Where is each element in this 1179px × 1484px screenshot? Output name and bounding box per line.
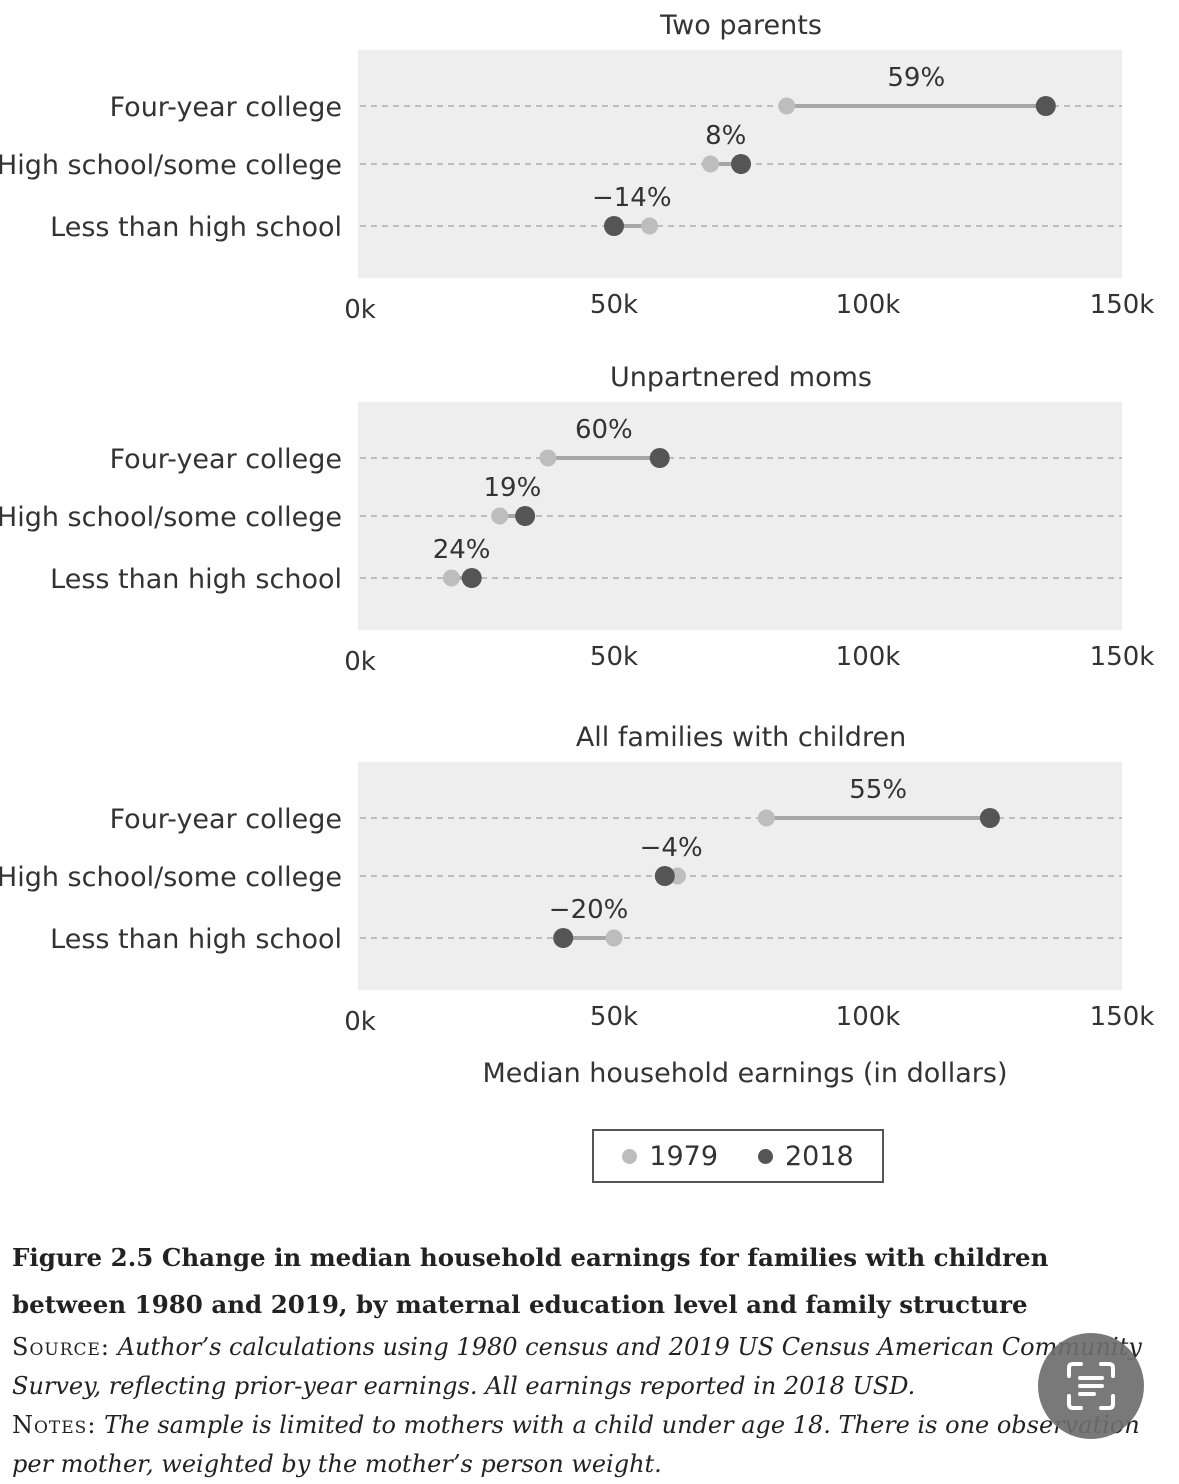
panel-0-xtick-1: 50k: [590, 290, 638, 320]
source-text: Author’s calculations using 1980 census …: [12, 1333, 1142, 1400]
panel-0-change-label-2: −14%: [592, 183, 672, 213]
source-label: Source:: [12, 1333, 111, 1361]
panel-0-xtick-3: 150k: [1090, 290, 1155, 320]
text-scan-icon: [1067, 1362, 1115, 1410]
figure-title: Figure 2.5 Change in median household ea…: [12, 1243, 1049, 1319]
panel-1-point-2018-1: [515, 506, 536, 526]
panel-0-point-2018-1: [731, 154, 751, 174]
panel-2-xtick-1: 50k: [590, 1002, 638, 1032]
panel-2-point-2018-2: [553, 928, 574, 948]
notes-text: The sample is limited to mothers with a …: [12, 1411, 1140, 1478]
panel-2-change-label-2: −20%: [549, 895, 629, 925]
panel-2-change-label-0: 55%: [849, 775, 907, 805]
panel-0-category-label-2: Less than high school: [50, 212, 342, 243]
panel-0-point-1979-1: [702, 155, 720, 173]
panel-1-point-1979-0: [539, 449, 557, 467]
panel-1-point-2018-0: [649, 448, 670, 468]
panel-2-point-2018-0: [979, 808, 1000, 828]
panel-0-change-label-1: 8%: [705, 121, 746, 151]
chart-figure: Two parents Four-year college 59% High scho…: [0, 10, 1155, 1037]
panel-1-change-label-2: 24%: [433, 535, 491, 565]
legend-label-1979: 1979: [649, 1140, 718, 1172]
panel-1-point-1979-1: [491, 507, 509, 525]
notes-label: Notes:: [12, 1411, 97, 1439]
panel-2-xtick-2: 100k: [836, 1002, 901, 1032]
legend: 1979 2018: [592, 1129, 884, 1183]
panel-2-title: All families with children: [576, 722, 906, 753]
panel-1-xtick-3: 150k: [1090, 642, 1155, 672]
panel-1-title: Unpartnered moms: [610, 362, 872, 393]
panel-2-point-1979-2: [605, 929, 623, 947]
figure-caption: Figure 2.5 Change in median household ea…: [12, 1234, 1162, 1484]
panel-0-xtick-2: 100k: [836, 290, 901, 320]
panel-1-xtick-0: 0k: [344, 647, 376, 677]
panel-0-xtick-0: 0k: [344, 295, 376, 325]
panel-0-point-2018-0: [1035, 96, 1056, 116]
panel-1-xtick-2: 100k: [836, 642, 901, 672]
legend-label-2018: 2018: [785, 1140, 854, 1172]
panel-2-xtick-3: 150k: [1090, 1002, 1155, 1032]
source-note: Source: Author’s calculations using 1980…: [12, 1328, 1162, 1406]
text-scan-button[interactable]: [1038, 1333, 1144, 1439]
panel-0-point-2018-2: [604, 216, 624, 236]
panel-0-point-1979-0: [778, 97, 796, 115]
panel-1-point-1979-2: [442, 569, 460, 587]
panel-1-change-label-0: 60%: [575, 415, 633, 445]
panel-0-title: Two parents: [659, 10, 822, 41]
panel-1-category-label-1: High school/some college: [0, 502, 342, 533]
panel-1-category-label-2: Less than high school: [50, 564, 342, 595]
panel-2-category-label-2: Less than high school: [50, 924, 342, 955]
notes-note: Notes: The sample is limited to mothers …: [12, 1406, 1162, 1484]
panel-0-category-label-0: Four-year college: [110, 92, 342, 123]
x-axis-label: Median household earnings (in dollars): [482, 1058, 1008, 1089]
panel-1-change-label-1: 19%: [484, 473, 542, 503]
panel-0-change-label-0: 59%: [887, 63, 945, 93]
panel-2-change-label-1: −4%: [640, 833, 703, 863]
legend-item-2018: 2018: [758, 1141, 854, 1172]
panel-2-category-label-1: High school/some college: [0, 862, 342, 893]
panel-1-xtick-1: 50k: [590, 642, 638, 672]
panel-0-category-label-1: High school/some college: [0, 150, 342, 181]
panel-0-point-1979-2: [641, 217, 659, 235]
legend-dot-2018-icon: [758, 1148, 773, 1164]
legend-dot-1979-icon: [622, 1148, 638, 1164]
panel-2-point-2018-1: [654, 866, 675, 886]
panel-2-xtick-0: 0k: [344, 1007, 376, 1037]
panel-2-category-label-0: Four-year college: [110, 804, 342, 835]
panel-1-category-label-0: Four-year college: [110, 444, 342, 475]
legend-item-1979: 1979: [622, 1141, 718, 1172]
panel-2-point-1979-0: [757, 809, 775, 827]
panel-1-point-2018-2: [461, 568, 482, 588]
